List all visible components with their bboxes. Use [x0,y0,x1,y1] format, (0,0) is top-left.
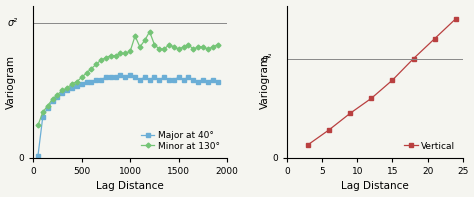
Major at 40° [74,85,80,87]
Major at 40° [161,76,167,79]
Minor at 130° [122,52,128,55]
Major at 40° [147,78,153,81]
Minor at 130° [210,46,216,48]
Major at 40° [200,78,206,81]
Major at 40° [181,78,186,81]
Major at 40° [79,83,84,85]
Legend: Vertical: Vertical [401,139,458,153]
Minor at 130° [113,54,118,57]
Minor at 130° [35,124,41,126]
Minor at 130° [83,72,89,74]
Vertical [453,18,458,20]
Minor at 130° [147,31,153,33]
Major at 40° [215,81,220,83]
Minor at 130° [166,44,172,46]
Minor at 130° [103,57,109,59]
Major at 40° [195,81,201,83]
Minor at 130° [69,83,75,85]
Minor at 130° [59,89,65,92]
Minor at 130° [181,46,186,48]
Minor at 130° [205,48,211,50]
Major at 40° [152,76,157,79]
Major at 40° [98,78,104,81]
Minor at 130° [64,87,70,89]
Major at 40° [191,78,196,81]
Vertical [347,112,353,114]
Minor at 130° [171,46,177,48]
Major at 40° [113,76,118,79]
Minor at 130° [40,111,46,113]
Y-axis label: Variogram: Variogram [6,55,16,109]
Major at 40° [45,107,51,109]
Major at 40° [118,74,123,76]
Major at 40° [40,115,46,118]
Line: Vertical: Vertical [306,17,457,146]
Major at 40° [122,76,128,79]
Minor at 130° [98,59,104,61]
Minor at 130° [45,104,51,107]
Minor at 130° [128,50,133,52]
Major at 40° [50,100,55,102]
Minor at 130° [156,48,162,50]
Minor at 130° [89,67,94,70]
Major at 40° [35,154,41,157]
Vertical [390,79,395,81]
Minor at 130° [74,81,80,83]
Major at 40° [108,76,114,79]
Minor at 130° [79,76,84,79]
Minor at 130° [161,48,167,50]
Major at 40° [59,91,65,94]
Minor at 130° [200,46,206,48]
Major at 40° [64,89,70,92]
Major at 40° [89,81,94,83]
Minor at 130° [186,44,191,46]
Vertical [411,57,417,60]
Minor at 130° [142,39,147,42]
Major at 40° [132,76,138,79]
Minor at 130° [55,94,60,96]
Minor at 130° [118,52,123,55]
Minor at 130° [137,46,143,48]
Text: σ²: σ² [262,54,272,63]
Major at 40° [166,78,172,81]
Major at 40° [69,87,75,89]
Major at 40° [186,76,191,79]
Minor at 130° [50,98,55,100]
Line: Minor at 130°: Minor at 130° [36,30,219,127]
Major at 40° [171,78,177,81]
Minor at 130° [132,35,138,37]
Minor at 130° [215,44,220,46]
Major at 40° [55,96,60,98]
Minor at 130° [93,63,99,65]
Vertical [432,37,438,40]
Text: σ²: σ² [8,18,18,28]
Major at 40° [128,74,133,76]
Minor at 130° [191,48,196,50]
Minor at 130° [152,44,157,46]
Major at 40° [142,76,147,79]
Line: Major at 40°: Major at 40° [36,73,219,157]
Major at 40° [137,78,143,81]
Minor at 130° [176,48,182,50]
Major at 40° [176,76,182,79]
Vertical [327,128,332,131]
Major at 40° [205,81,211,83]
Vertical [369,97,374,99]
Minor at 130° [195,46,201,48]
Major at 40° [93,78,99,81]
Legend: Major at 40°, Minor at 130°: Major at 40°, Minor at 130° [138,128,223,153]
Y-axis label: Variogram: Variogram [260,55,270,109]
X-axis label: Lag Distance: Lag Distance [341,181,409,191]
Major at 40° [210,78,216,81]
Major at 40° [103,76,109,79]
Minor at 130° [108,54,114,57]
Major at 40° [156,78,162,81]
Major at 40° [83,81,89,83]
Vertical [305,143,311,146]
X-axis label: Lag Distance: Lag Distance [96,181,164,191]
